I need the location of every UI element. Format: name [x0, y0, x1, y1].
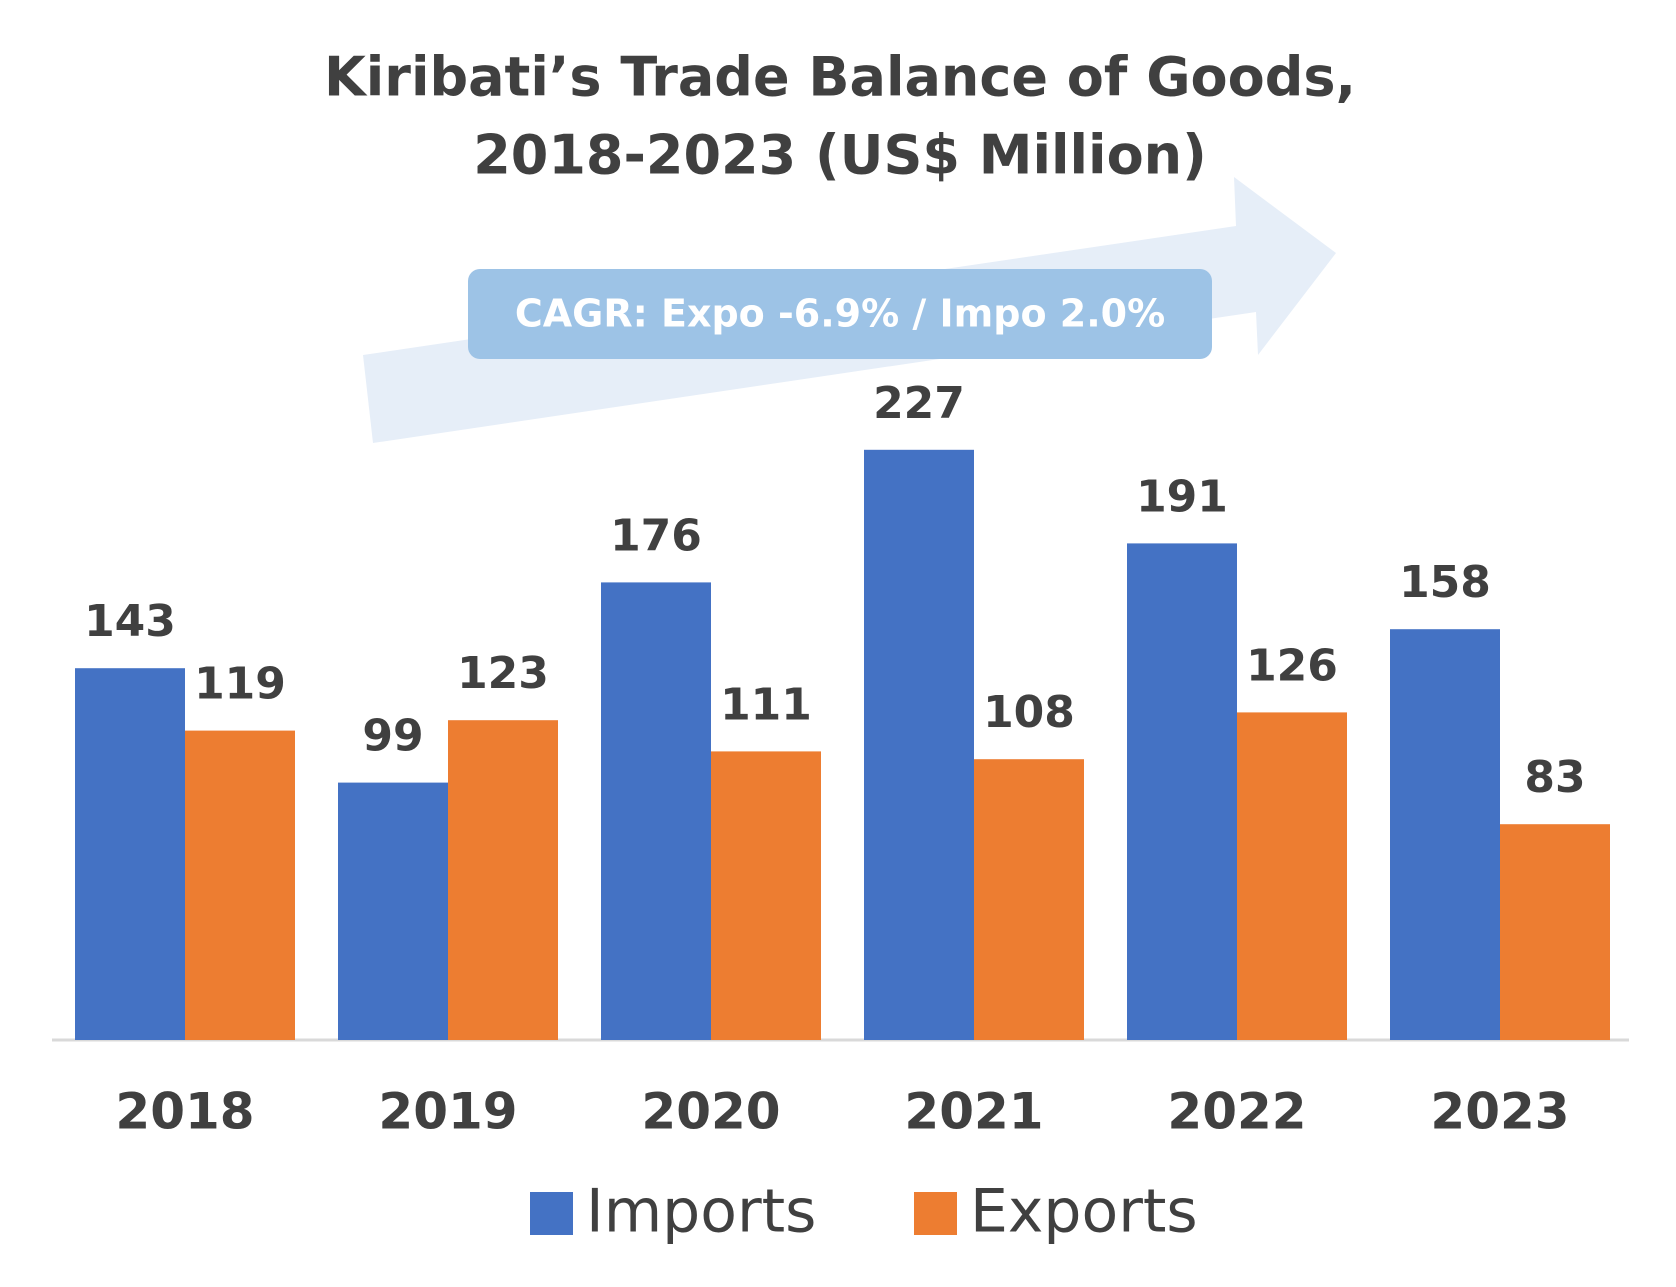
x-tick-label: 2020	[641, 1083, 780, 1141]
data-label: 119	[194, 659, 286, 710]
chart-title: Kiribati’s Trade Balance of Goods,	[324, 46, 1356, 109]
data-label: 126	[1246, 640, 1338, 691]
x-tick-label: 2018	[115, 1083, 254, 1141]
chart-subtitle: 2018-2023 (US$ Million)	[473, 124, 1207, 187]
legend-label: Exports	[970, 1177, 1198, 1247]
annotation: CAGR: Expo -6.9% / Impo 2.0%	[515, 292, 1165, 336]
data-label: 143	[84, 596, 176, 647]
bar	[185, 730, 295, 1040]
bar	[338, 782, 448, 1040]
bar	[1127, 543, 1237, 1040]
annotation-box	[468, 269, 1212, 359]
bar	[448, 720, 558, 1040]
bar	[864, 449, 974, 1040]
x-tick-label: 2022	[1167, 1083, 1306, 1141]
x-tick-label: 2023	[1430, 1083, 1569, 1141]
data-label: 111	[720, 679, 812, 730]
bar	[601, 582, 711, 1040]
x-tick-label: 2021	[904, 1083, 1043, 1141]
legend-label: Imports	[586, 1177, 816, 1247]
data-label: 108	[983, 687, 1075, 738]
data-label: 227	[873, 378, 965, 429]
bar	[1500, 824, 1610, 1040]
data-label: 99	[362, 711, 423, 762]
bar	[75, 668, 185, 1040]
data-label: 123	[457, 648, 549, 699]
data-label: 158	[1399, 557, 1491, 608]
legend-swatch	[530, 1192, 573, 1235]
bar	[974, 759, 1084, 1040]
data-label: 176	[610, 510, 702, 561]
x-tick-label: 2019	[378, 1083, 517, 1141]
bar	[711, 751, 821, 1040]
data-label: 191	[1136, 471, 1228, 522]
bar	[1237, 712, 1347, 1040]
data-label: 83	[1524, 752, 1585, 803]
bar	[1390, 629, 1500, 1040]
legend-swatch	[914, 1192, 957, 1235]
